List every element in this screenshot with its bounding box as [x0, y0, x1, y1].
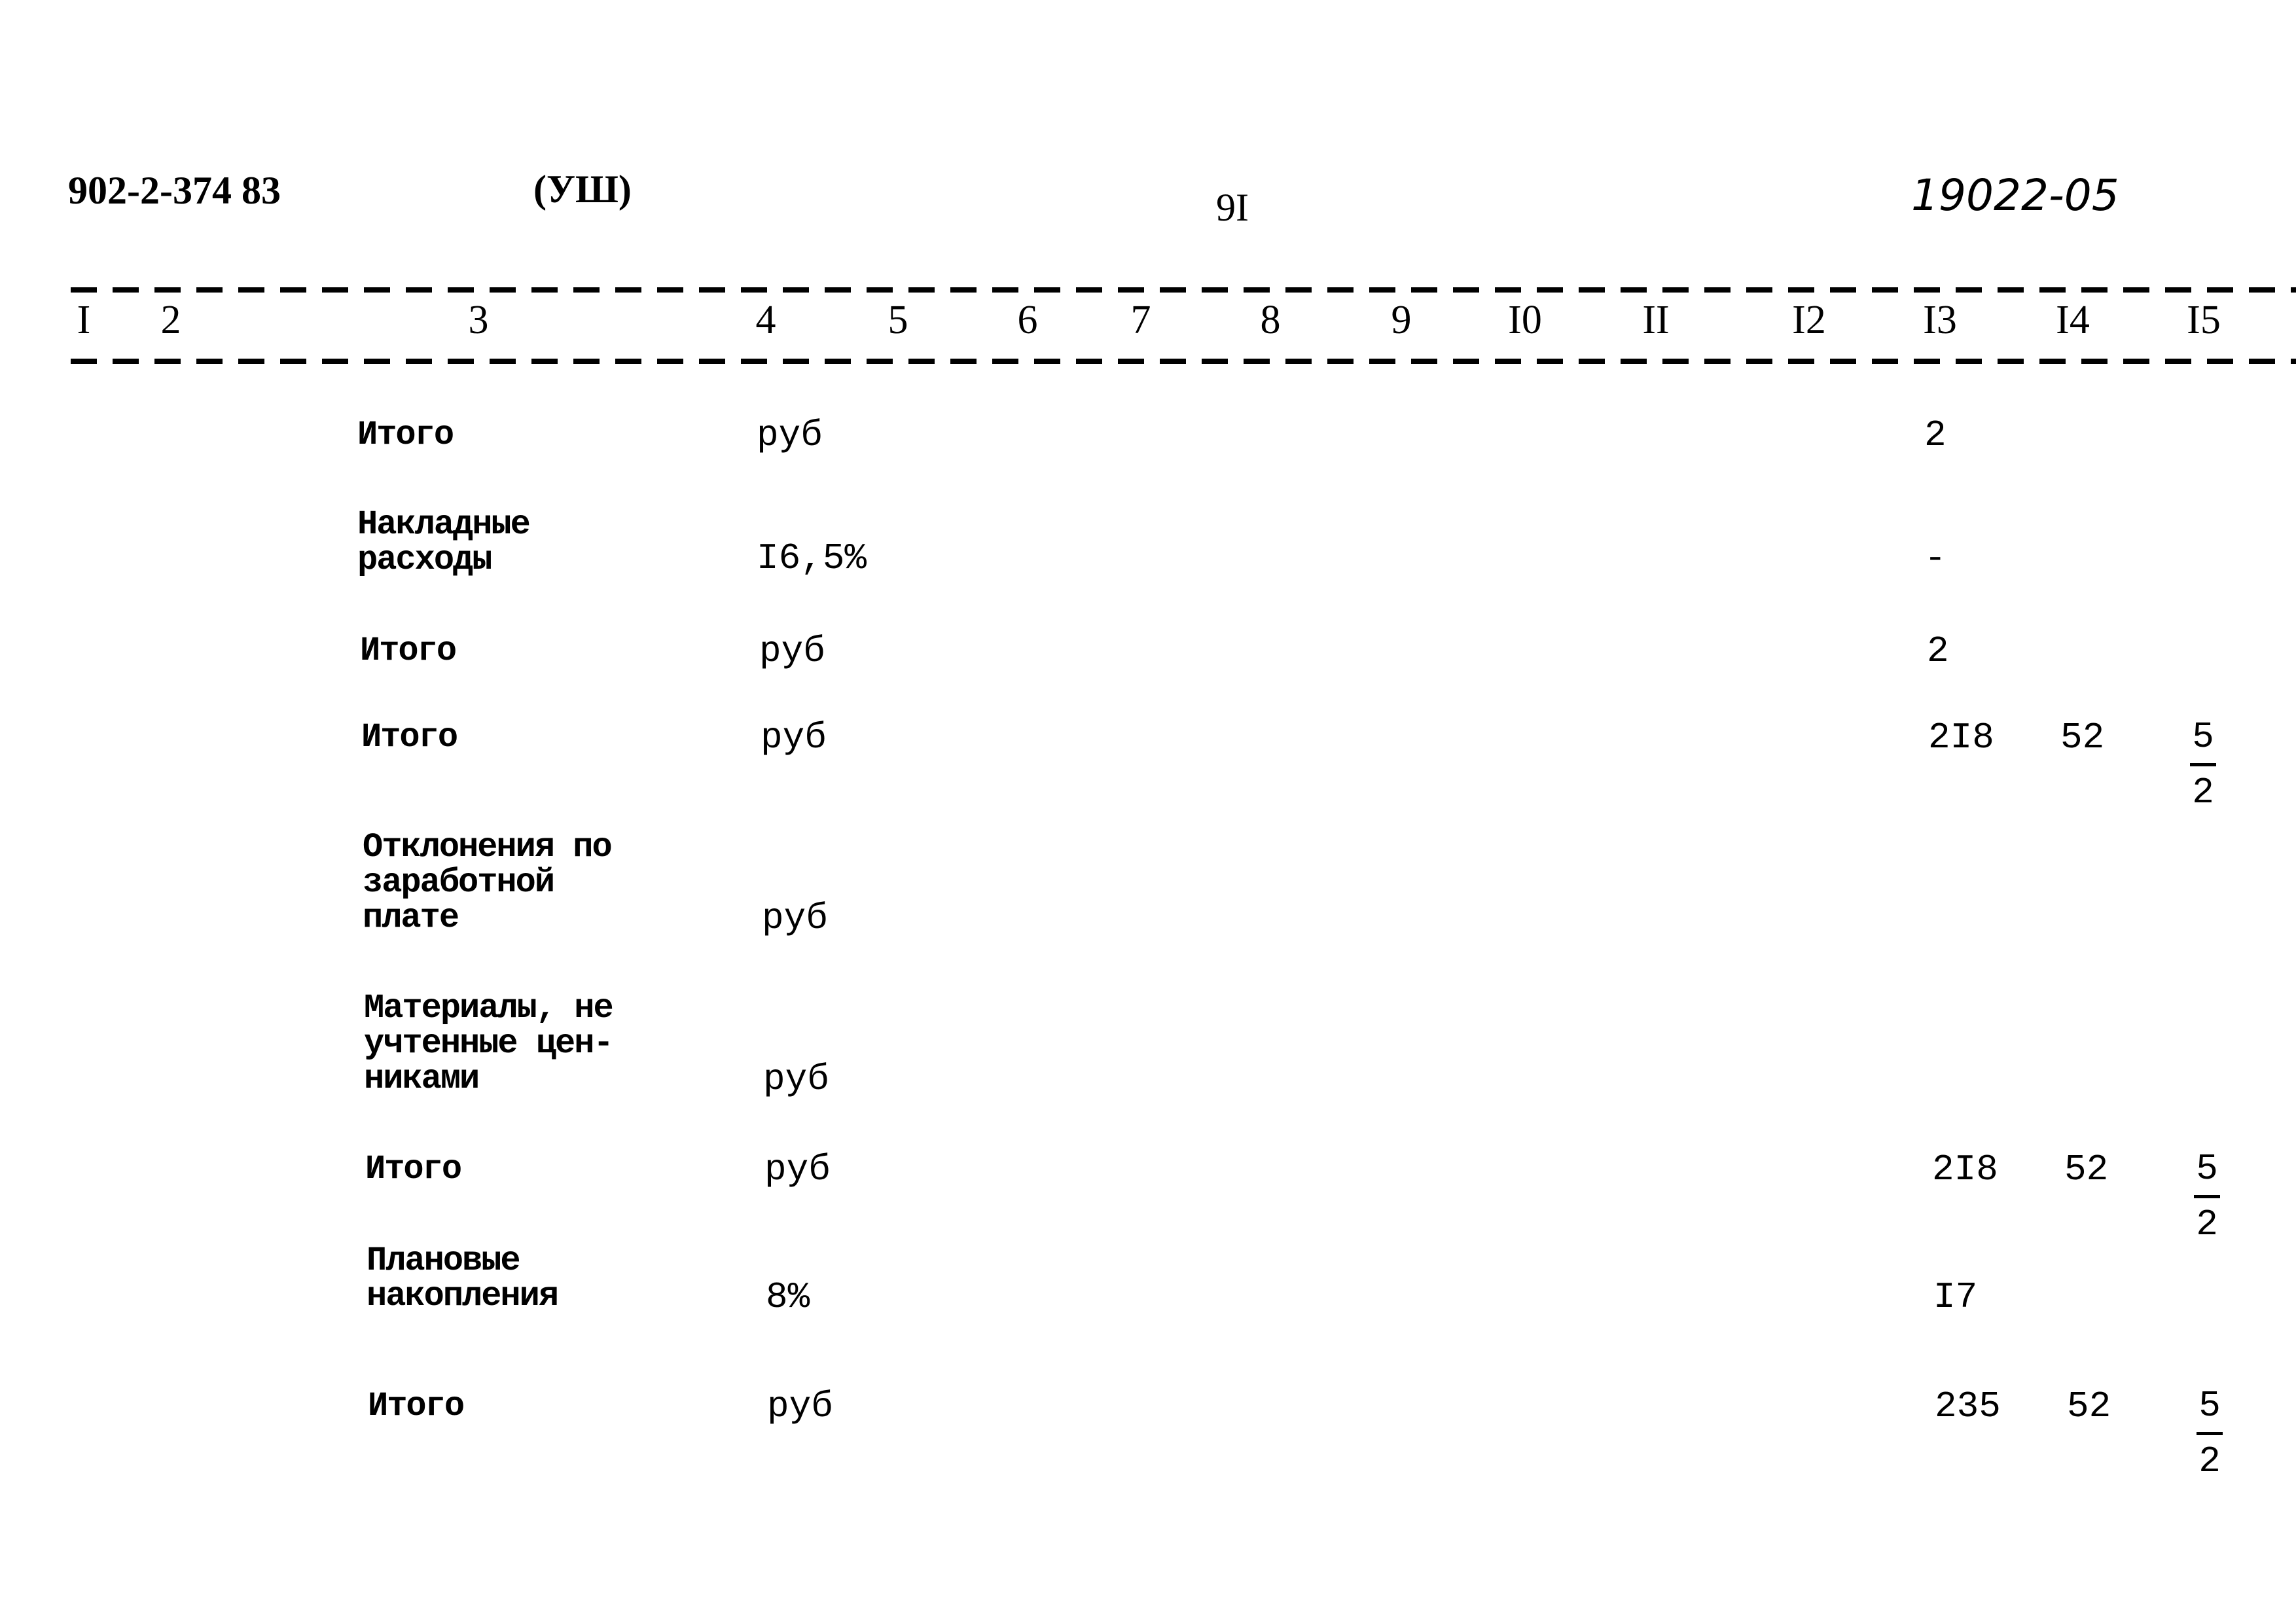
row-label: накопления	[367, 1277, 559, 1315]
column-number: 2	[160, 298, 181, 342]
fraction-denominator: 2	[2196, 1204, 2218, 1245]
fraction-numerator: 5	[2197, 1380, 2223, 1435]
part-number: (УШ)	[533, 168, 632, 211]
row-label: Итого	[368, 1387, 465, 1425]
column-number: II	[1642, 298, 1670, 342]
header-divider-top	[71, 287, 2296, 293]
row-label: Плановые	[367, 1241, 521, 1280]
row-label: плате	[363, 899, 459, 937]
row-unit: руб	[761, 717, 827, 758]
row-label: Итого	[357, 416, 454, 454]
row-label: Отклонения по	[363, 828, 613, 866]
column-number: I4	[2056, 298, 2090, 342]
row-label: никами	[364, 1060, 480, 1098]
column-number: 8	[1260, 298, 1281, 342]
column-number: I2	[1792, 298, 1826, 342]
row-label: Материалы, не	[364, 989, 614, 1027]
document-code: 902-2-374 83	[68, 169, 281, 212]
value-col-13: 2	[1927, 630, 1949, 672]
value-col-13: 2I8	[1928, 717, 1994, 758]
value-col-13: 2	[1924, 414, 1946, 456]
page-number: 9I	[1216, 186, 1249, 229]
row-unit: руб	[759, 630, 825, 672]
column-number: 7	[1130, 298, 1151, 342]
fraction-denominator: 2	[2198, 1440, 2221, 1482]
row-label: учтенные цен-	[364, 1024, 614, 1063]
row-label: Итого	[361, 718, 458, 757]
row-unit: руб	[767, 1385, 833, 1427]
row-unit: I6,5%	[757, 537, 867, 579]
column-number: 5	[888, 298, 908, 342]
value-col-14: 52	[2067, 1385, 2111, 1427]
fraction-denominator: 2	[2192, 772, 2214, 813]
value-col-13: -	[1924, 537, 1946, 579]
column-number: 9	[1391, 298, 1412, 342]
value-col-13: 2I8	[1932, 1149, 1998, 1190]
column-number: 3	[468, 298, 489, 342]
header-divider-bottom	[71, 359, 2296, 364]
row-unit: руб	[757, 414, 823, 456]
handwritten-number: 19022-05	[1911, 170, 2119, 221]
column-number: I	[77, 298, 91, 342]
value-col-13: I7	[1933, 1276, 1978, 1318]
row-label: Накладные	[357, 505, 531, 544]
value-col-13: 235	[1935, 1385, 2001, 1427]
row-label: Итого	[365, 1150, 462, 1188]
row-unit: руб	[764, 1149, 831, 1190]
row-unit: руб	[762, 897, 828, 939]
row-label: заработной	[363, 863, 555, 902]
column-number: I5	[2187, 298, 2221, 342]
value-col-14: 52	[2064, 1149, 2109, 1190]
row-label: Итого	[360, 632, 457, 670]
row-label: расходы	[357, 541, 492, 579]
column-number: 4	[755, 298, 776, 342]
row-unit: руб	[763, 1058, 829, 1100]
fraction-numerator: 5	[2194, 1143, 2220, 1198]
column-number: I3	[1923, 298, 1957, 342]
column-number: 6	[1017, 298, 1038, 342]
fraction-numerator: 5	[2190, 711, 2216, 766]
column-number: I0	[1508, 298, 1542, 342]
value-col-14: 52	[2060, 717, 2105, 758]
row-unit: 8%	[766, 1276, 810, 1318]
